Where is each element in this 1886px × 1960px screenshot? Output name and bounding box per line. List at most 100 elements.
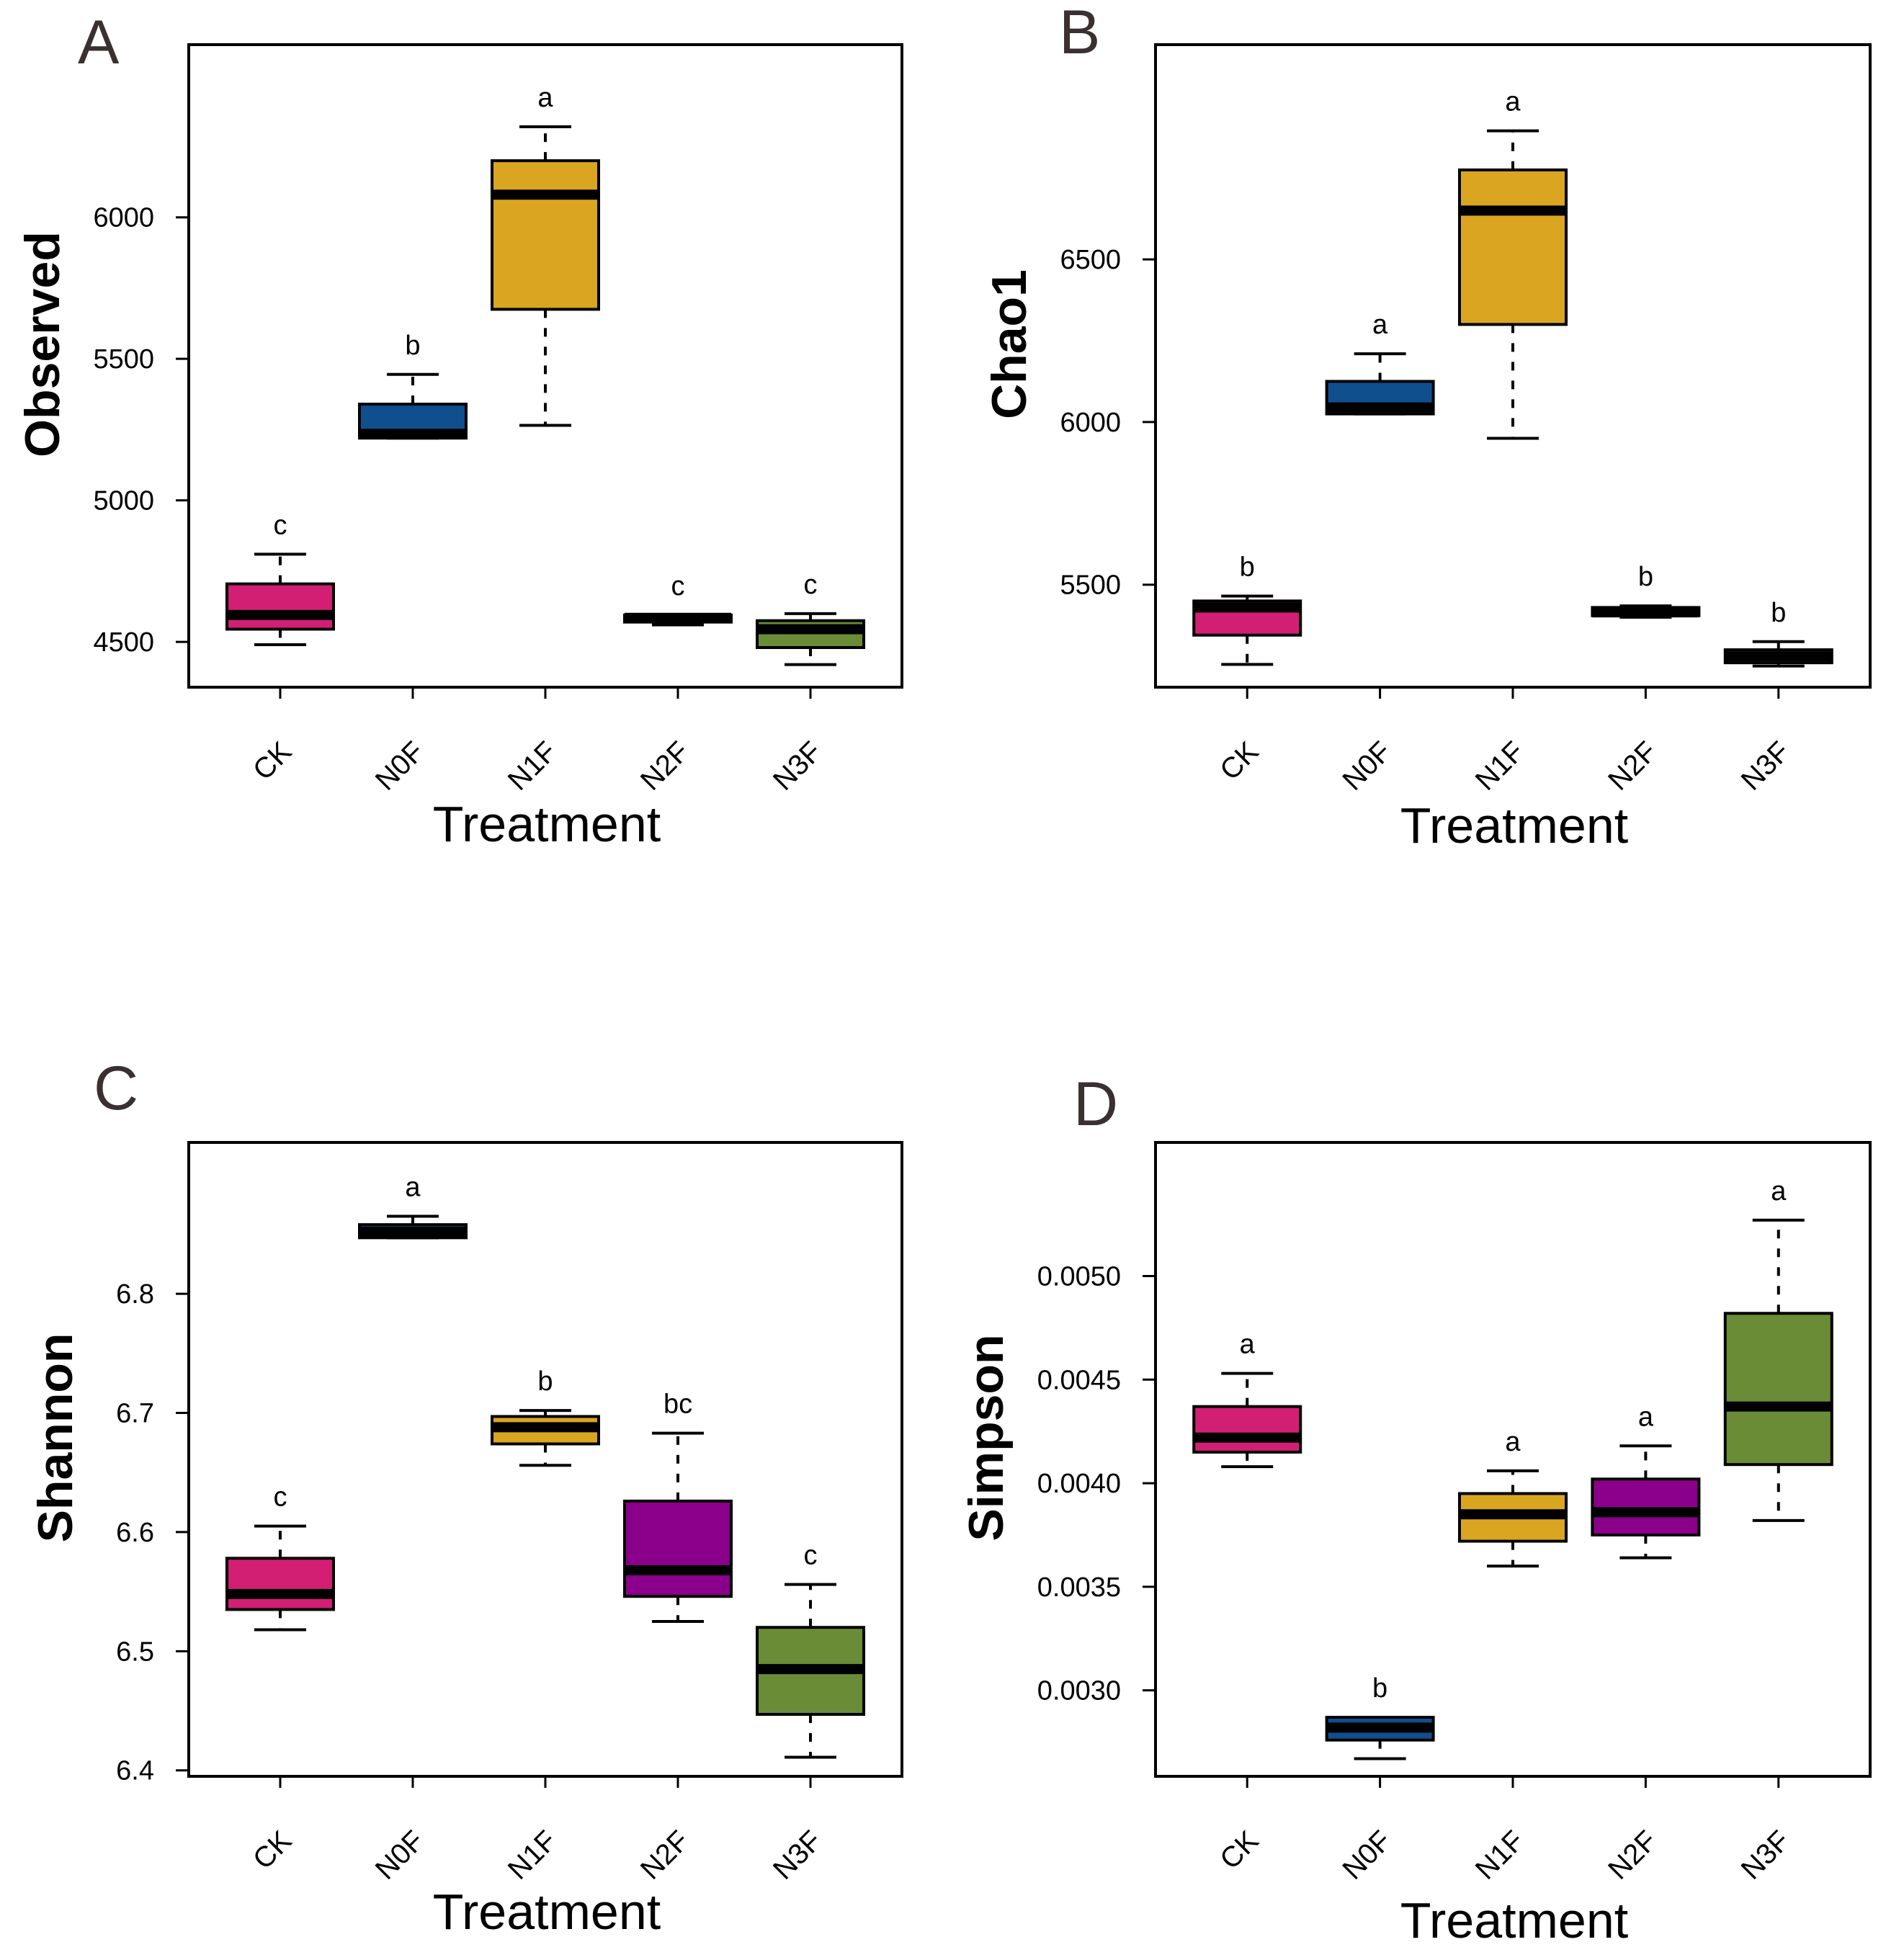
iqr-box: [1591, 1477, 1701, 1536]
significance-letter: bc: [663, 1390, 692, 1420]
x-tick-label: N3F: [1735, 1825, 1797, 1886]
box-n3f: b: [1723, 598, 1833, 668]
x-axis-label: Treatment: [1400, 797, 1628, 854]
significance-letter: b: [537, 1366, 553, 1397]
box-n0f: a: [357, 1173, 468, 1240]
significance-letter: c: [273, 510, 287, 540]
x-tick-label: CK: [247, 1825, 298, 1876]
box-n1f: b: [491, 1366, 600, 1467]
box-n3f: c: [756, 570, 866, 666]
y-tick-label: 6500: [1060, 245, 1121, 275]
x-tick-label: N2F: [635, 735, 696, 797]
x-tick-label: N3F: [767, 735, 828, 797]
y-tick-label: 0.0040: [1037, 1469, 1121, 1499]
x-tick-label: N1F: [502, 735, 563, 797]
box-n0f: b: [1325, 1673, 1435, 1760]
significance-letter: a: [1505, 87, 1521, 117]
y-tick-label: 0.0045: [1037, 1365, 1121, 1395]
x-tick-label: CK: [1214, 1825, 1265, 1876]
x-tick-label: N0F: [1336, 735, 1398, 797]
significance-letter: a: [1771, 1176, 1787, 1207]
y-tick-label: 6.7: [116, 1398, 154, 1428]
x-tick-label: N1F: [1470, 735, 1531, 797]
box-n3f: c: [756, 1541, 866, 1759]
x-tick-label: N2F: [1602, 735, 1663, 797]
y-tick-label: 6.4: [116, 1756, 154, 1786]
y-tick-label: 5500: [93, 344, 154, 375]
box-n2f: a: [1591, 1402, 1701, 1560]
significance-letter: b: [1638, 562, 1653, 592]
iqr-box: [623, 1499, 733, 1598]
box-n3f: a: [1723, 1176, 1833, 1522]
box-n1f: a: [1458, 87, 1568, 440]
significance-letter: a: [1240, 1330, 1256, 1360]
box-n2f: bc: [623, 1390, 733, 1623]
y-tick-label: 6000: [1060, 408, 1121, 438]
y-tick-label: 6.5: [116, 1637, 154, 1667]
significance-letter: c: [273, 1482, 287, 1513]
iqr-box: [225, 1557, 335, 1611]
y-tick-label: 6000: [93, 203, 154, 233]
y-tick-label: 0.0050: [1037, 1261, 1121, 1292]
iqr-box: [1458, 168, 1568, 326]
box-n0f: a: [1325, 310, 1435, 416]
significance-letter: a: [1638, 1402, 1654, 1432]
y-tick-label: 4500: [93, 627, 154, 658]
box-n1f: a: [1458, 1427, 1568, 1568]
y-axis-label: Shannon: [28, 1333, 83, 1543]
significance-letter: a: [1372, 310, 1388, 340]
iqr-box: [1723, 1312, 1833, 1467]
panel-letter: D: [1073, 1070, 1118, 1139]
y-tick-label: 6.8: [116, 1279, 154, 1310]
x-tick-label: N3F: [767, 1825, 828, 1886]
box-ck: c: [225, 510, 335, 647]
x-tick-label: N0F: [370, 1825, 431, 1886]
box-n0f: b: [357, 331, 468, 440]
iqr-box: [491, 159, 600, 311]
x-tick-label: N2F: [1602, 1825, 1663, 1886]
significance-letter: b: [1771, 598, 1786, 628]
y-axis-label: Simpson: [959, 1334, 1014, 1541]
x-tick-label: N3F: [1735, 735, 1797, 797]
y-tick-label: 5500: [1060, 570, 1121, 601]
iqr-box: [225, 582, 335, 631]
x-tick-label: N0F: [370, 735, 431, 797]
significance-letter: b: [1372, 1673, 1387, 1704]
x-tick-label: N1F: [502, 1825, 563, 1886]
x-tick-label: CK: [1214, 735, 1265, 787]
x-tick-label: N2F: [635, 1825, 696, 1886]
box-ck: b: [1192, 552, 1302, 666]
box-ck: a: [1192, 1330, 1302, 1469]
x-tick-label: N0F: [1336, 1825, 1398, 1886]
x-tick-label: CK: [247, 735, 298, 787]
y-tick-label: 6.6: [116, 1518, 154, 1548]
y-axis-label: Observed: [15, 231, 70, 457]
panel-a: A 4500 5000 5500 6000 Observed Treatment c CK b N0…: [15, 8, 903, 852]
significance-letter: c: [804, 1541, 818, 1571]
box-n2f: c: [623, 571, 733, 627]
x-axis-label: Treatment: [433, 796, 661, 852]
y-tick-label: 5000: [93, 486, 154, 516]
panel-letter: C: [94, 1054, 138, 1123]
y-tick-label: 0.0030: [1037, 1676, 1121, 1706]
significance-letter: a: [537, 83, 553, 113]
panel-c: C 6.4 6.5 6.6 6.7 6.8 Shannon Treatment c CK a N0F b…: [28, 1054, 903, 1940]
panel-letter: B: [1059, 0, 1100, 67]
significance-letter: b: [405, 331, 420, 361]
box-ck: c: [225, 1482, 335, 1632]
significance-letter: c: [671, 571, 685, 601]
box-n2f: b: [1591, 562, 1701, 619]
significance-letter: c: [804, 570, 818, 600]
significance-letter: a: [1505, 1427, 1521, 1457]
y-tick-label: 0.0035: [1037, 1572, 1121, 1603]
x-axis-label: Treatment: [1400, 1892, 1628, 1948]
x-axis-label: Treatment: [433, 1884, 661, 1940]
panel-letter: A: [78, 8, 120, 77]
significance-letter: b: [1240, 552, 1255, 583]
box-n1f: a: [491, 83, 600, 427]
x-tick-label: N1F: [1470, 1825, 1531, 1886]
iqr-box: [1192, 1405, 1302, 1454]
y-axis-label: Chao1: [982, 269, 1037, 419]
panel-b: B 5500 6000 6500 Chao1 Treatment b CK a N0F a N1F b N…: [982, 0, 1872, 854]
